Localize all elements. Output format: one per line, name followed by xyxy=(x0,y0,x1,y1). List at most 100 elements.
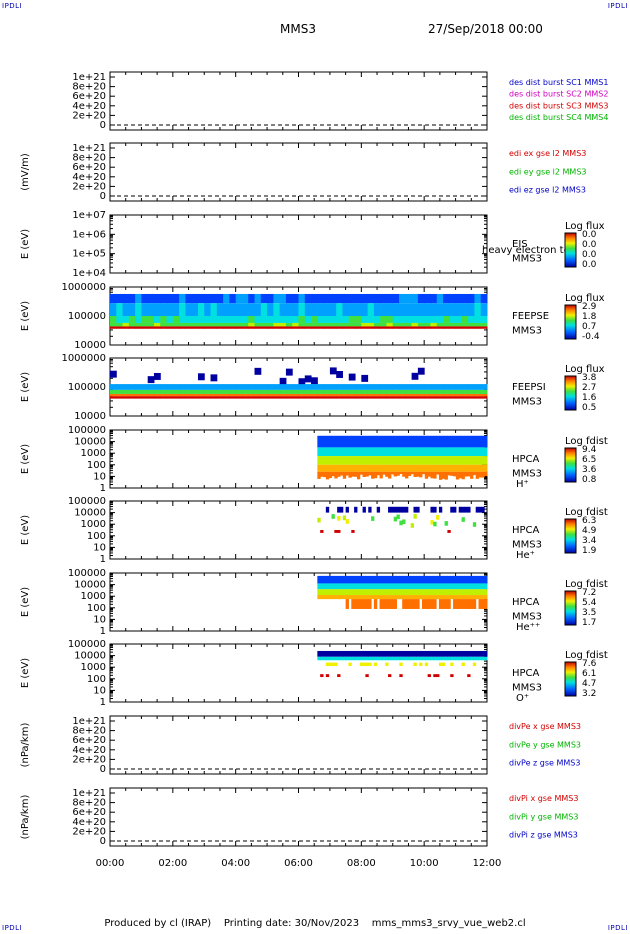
heatmap-cell-hpca-h xyxy=(320,435,324,448)
heatmap-cell-hpca-hepp xyxy=(379,575,383,584)
heatmap-cell-feepse xyxy=(279,322,287,327)
heatmap-cell-hpca-he xyxy=(354,506,358,513)
heatmap-cell-hpca-hepp xyxy=(424,595,429,600)
heatmap-cell-feepse xyxy=(468,316,475,323)
heatmap-cell-hpca-h xyxy=(410,447,414,457)
heatmap-cell-feepsi xyxy=(392,396,400,399)
heatmap-cell-hpca-o xyxy=(396,650,400,657)
heatmap-cell-feepsi xyxy=(248,396,256,399)
heatmap-cell-feepsi xyxy=(254,384,262,390)
heatmap-cell-feepsi xyxy=(424,384,431,390)
ytick-label-hpca-h: 100000 xyxy=(68,425,106,436)
heatmap-cell-hpca-h xyxy=(345,456,349,465)
ylabel-hpca-o: E (eV) xyxy=(20,658,31,688)
heatmap-cell-hpca-o xyxy=(399,656,403,661)
heatmap-cell-hpca-hepp xyxy=(402,599,406,609)
colorbar-tick-eis: 0.0 xyxy=(582,250,597,260)
heatmap-cell-hpca-h xyxy=(481,447,485,457)
xtick-label: 08:00 xyxy=(347,858,376,869)
colorbar-feepsi xyxy=(564,375,577,411)
heatmap-cell-hpca-h xyxy=(385,456,389,465)
heatmap-cell-feepse xyxy=(267,293,274,304)
heatmap-cell-hpca-hepp xyxy=(430,599,434,609)
heatmap-cell-hpca-hepp xyxy=(390,583,395,590)
heatmap-cell-hpca-o xyxy=(385,656,389,661)
heatmap-cell-feepsi xyxy=(141,384,149,390)
heatmap-cell-hpca-h xyxy=(393,447,398,457)
heatmap-cell-hpca-hepp xyxy=(373,575,378,584)
heatmap-cell-hpca-hepp xyxy=(464,583,468,590)
legend-des-dist: des dist burst SC2 MMS2 xyxy=(509,90,608,99)
heatmap-cell-hpca-hepp xyxy=(337,575,341,584)
heatmap-cell-hpca-hepp xyxy=(453,595,457,600)
heatmap-cell-hpca-h xyxy=(317,435,321,448)
heatmap-cell-feepse xyxy=(373,303,381,316)
heatmap-cell-hpca-h xyxy=(362,435,366,448)
colorbar-tick-hpca-o: 6.1 xyxy=(582,669,596,679)
heatmap-cell-hpca-o xyxy=(455,656,460,661)
heatmap-cell-hpca-h xyxy=(402,464,406,472)
heatmap-cell-feepsi xyxy=(298,384,306,390)
heatmap-cell-hpca-hepp xyxy=(478,583,482,590)
heatmap-cell-hpca-h xyxy=(419,456,423,465)
heatmap-cell-hpca-o xyxy=(334,650,338,657)
heatmap-cell-feepsi xyxy=(329,367,337,375)
heatmap-cell-feepsi xyxy=(323,396,331,399)
heatmap-cell-feepsi xyxy=(443,384,450,390)
heatmap-cell-hpca-hepp xyxy=(424,599,429,609)
heatmap-cell-hpca-hepp xyxy=(379,583,383,590)
heatmap-cell-hpca-hepp xyxy=(410,575,414,584)
heatmap-cell-hpca-he xyxy=(447,530,451,533)
heatmap-cell-feepse xyxy=(348,322,356,327)
heatmap-cell-feepsi xyxy=(311,384,318,390)
heatmap-cell-hpca-hepp xyxy=(365,575,369,584)
colorbar-tick-hpca-hepp: 1.7 xyxy=(582,618,596,628)
heatmap-cell-hpca-h xyxy=(433,456,437,465)
heatmap-cell-hpca-h xyxy=(413,471,417,478)
heatmap-cell-hpca-hepp xyxy=(328,595,332,600)
heatmap-cell-feepse xyxy=(443,322,450,327)
heatmap-cell-feepse xyxy=(110,316,117,323)
heatmap-cell-feepse xyxy=(292,326,299,329)
heatmap-cell-hpca-hepp xyxy=(385,575,389,584)
heatmap-cell-hpca-hepp xyxy=(351,589,355,596)
heatmap-cell-hpca-h xyxy=(396,447,400,457)
heatmap-cell-feepse xyxy=(361,326,369,329)
heatmap-cell-hpca-h xyxy=(430,471,434,479)
heatmap-cell-feepsi xyxy=(430,384,438,390)
heatmap-cell-hpca-he xyxy=(450,506,454,513)
heatmap-cell-hpca-hepp xyxy=(484,583,488,590)
heatmap-cell-feepse xyxy=(141,326,149,329)
heatmap-cell-hpca-h xyxy=(396,456,400,465)
heatmap-cell-hpca-h xyxy=(427,464,431,472)
heatmap-cell-hpca-h xyxy=(436,464,440,472)
heatmap-cell-feepsi xyxy=(480,389,488,394)
heatmap-cell-hpca-hepp xyxy=(388,583,392,590)
heatmap-cell-hpca-h xyxy=(339,447,344,457)
heatmap-cell-hpca-hepp xyxy=(472,589,477,596)
heatmap-cell-feepsi xyxy=(197,373,205,381)
heatmap-cell-hpca-o xyxy=(348,656,352,661)
heatmap-cell-hpca-o xyxy=(402,650,406,657)
heatmap-cell-hpca-h xyxy=(342,447,347,457)
heatmap-cell-feepse xyxy=(235,326,243,329)
heatmap-cell-hpca-hepp xyxy=(342,583,347,590)
heatmap-cell-hpca-he xyxy=(458,506,463,513)
heatmap-cell-feepsi xyxy=(141,393,149,397)
heatmap-cell-feepse xyxy=(229,293,237,304)
heatmap-cell-feepse xyxy=(380,293,387,304)
heatmap-cell-feepsi xyxy=(254,396,262,399)
heatmap-cell-hpca-h xyxy=(444,471,448,480)
heatmap-cell-hpca-h xyxy=(407,456,412,465)
heatmap-cell-hpca-hepp xyxy=(359,589,364,596)
ylabel-hpca-h: E (eV) xyxy=(20,444,31,474)
heatmap-cell-feepse xyxy=(311,322,318,327)
heatmap-cell-feepse xyxy=(166,293,174,304)
panel-frame-des-dist xyxy=(109,71,488,131)
heatmap-cell-hpca-hepp xyxy=(351,583,355,590)
heatmap-cell-feepse xyxy=(436,326,444,329)
heatmap-cell-feepse xyxy=(461,326,469,329)
heatmap-cell-feepse xyxy=(135,316,142,323)
ytick-label-hpca-o: 100 xyxy=(87,674,106,685)
heatmap-cell-hpca-he xyxy=(325,506,330,513)
